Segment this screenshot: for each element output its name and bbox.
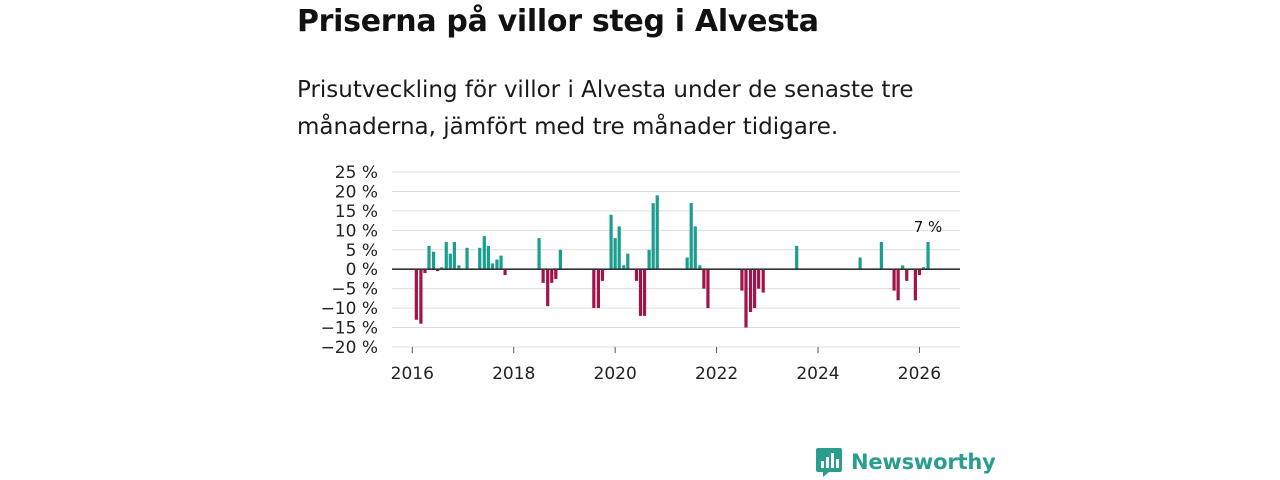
bar	[617, 226, 621, 270]
bar	[503, 269, 507, 276]
brand-name: Newsworthy	[851, 450, 996, 474]
y-tick-label: 10 %	[335, 221, 378, 241]
bar	[550, 269, 554, 283]
bar	[651, 203, 655, 270]
bars	[414, 195, 930, 328]
bar	[698, 265, 702, 270]
latest-value-label: 7 %	[914, 218, 943, 236]
bar	[419, 269, 423, 324]
bar	[537, 238, 541, 270]
gridlines	[392, 171, 960, 348]
y-tick-label: 20 %	[335, 182, 378, 202]
bar	[917, 269, 922, 276]
x-tick-label: 2020	[594, 364, 637, 384]
bar	[757, 269, 761, 289]
bar	[921, 267, 926, 270]
bar	[495, 259, 499, 270]
bar	[436, 269, 440, 272]
bar	[926, 242, 930, 270]
bar	[634, 269, 639, 281]
bar	[740, 269, 744, 291]
bar	[613, 238, 617, 270]
x-tick-label: 2024	[796, 364, 839, 384]
y-tick-label: 25 %	[335, 163, 378, 183]
bar	[892, 269, 896, 291]
bar	[642, 269, 647, 316]
bar	[558, 249, 562, 270]
bar	[444, 242, 448, 270]
bar	[499, 255, 503, 270]
bar	[655, 195, 659, 270]
bar	[440, 267, 444, 270]
y-axis-ticks: 25 %20 %15 %10 %5 %0 %−5 %−10 %−15 %−20 …	[321, 163, 378, 358]
bar	[905, 269, 909, 281]
chart-title: Priserna på villor steg i Alvesta	[297, 4, 819, 39]
bar	[748, 269, 753, 312]
bar	[546, 269, 550, 307]
newsworthy-brand: Newsworthy	[815, 446, 996, 478]
bar	[465, 247, 469, 270]
chart-subtitle: Prisutveckling för villor i Alvesta unde…	[297, 77, 914, 140]
bar	[879, 242, 883, 270]
bar	[554, 269, 558, 279]
bar	[600, 269, 605, 281]
bar	[913, 269, 917, 301]
x-tick-label: 2018	[492, 364, 535, 384]
bar	[609, 214, 613, 270]
bar	[638, 269, 643, 316]
x-tick-label: 2022	[695, 364, 738, 384]
bar	[693, 226, 697, 270]
bar	[427, 245, 431, 270]
bar	[795, 245, 799, 270]
y-tick-label: −5 %	[331, 280, 378, 300]
bar	[414, 269, 418, 320]
bar	[689, 203, 693, 270]
x-tick-label: 2026	[898, 364, 941, 384]
y-tick-label: 5 %	[346, 241, 378, 261]
bar	[486, 245, 490, 270]
x-axis-ticks: 2016 2018 2020 2022 2024 2026	[391, 347, 941, 384]
bar	[706, 269, 710, 309]
bar	[685, 257, 689, 270]
bar	[896, 269, 900, 301]
y-tick-label: 15 %	[335, 202, 378, 222]
bar	[431, 251, 436, 270]
bar	[702, 269, 706, 289]
bar	[647, 249, 651, 270]
bar	[626, 253, 630, 270]
bar	[596, 269, 601, 309]
bar	[744, 269, 748, 328]
bar	[457, 265, 461, 270]
y-tick-label: 0 %	[346, 260, 378, 280]
bar	[622, 265, 626, 270]
bar	[490, 263, 495, 270]
bar-chart-logo-icon	[816, 448, 842, 477]
y-tick-label: −10 %	[321, 299, 378, 319]
bar	[858, 257, 862, 270]
bar	[448, 253, 452, 270]
bar	[761, 269, 765, 293]
x-tick-label: 2016	[391, 364, 434, 384]
bar	[452, 242, 456, 270]
bar	[592, 269, 596, 309]
bar	[753, 269, 757, 309]
bar	[482, 236, 486, 270]
bar	[423, 269, 427, 274]
y-tick-label: −15 %	[321, 319, 378, 339]
y-tick-label: −20 %	[321, 338, 378, 358]
bar	[901, 265, 905, 270]
bar	[478, 247, 482, 270]
bar	[541, 269, 545, 283]
